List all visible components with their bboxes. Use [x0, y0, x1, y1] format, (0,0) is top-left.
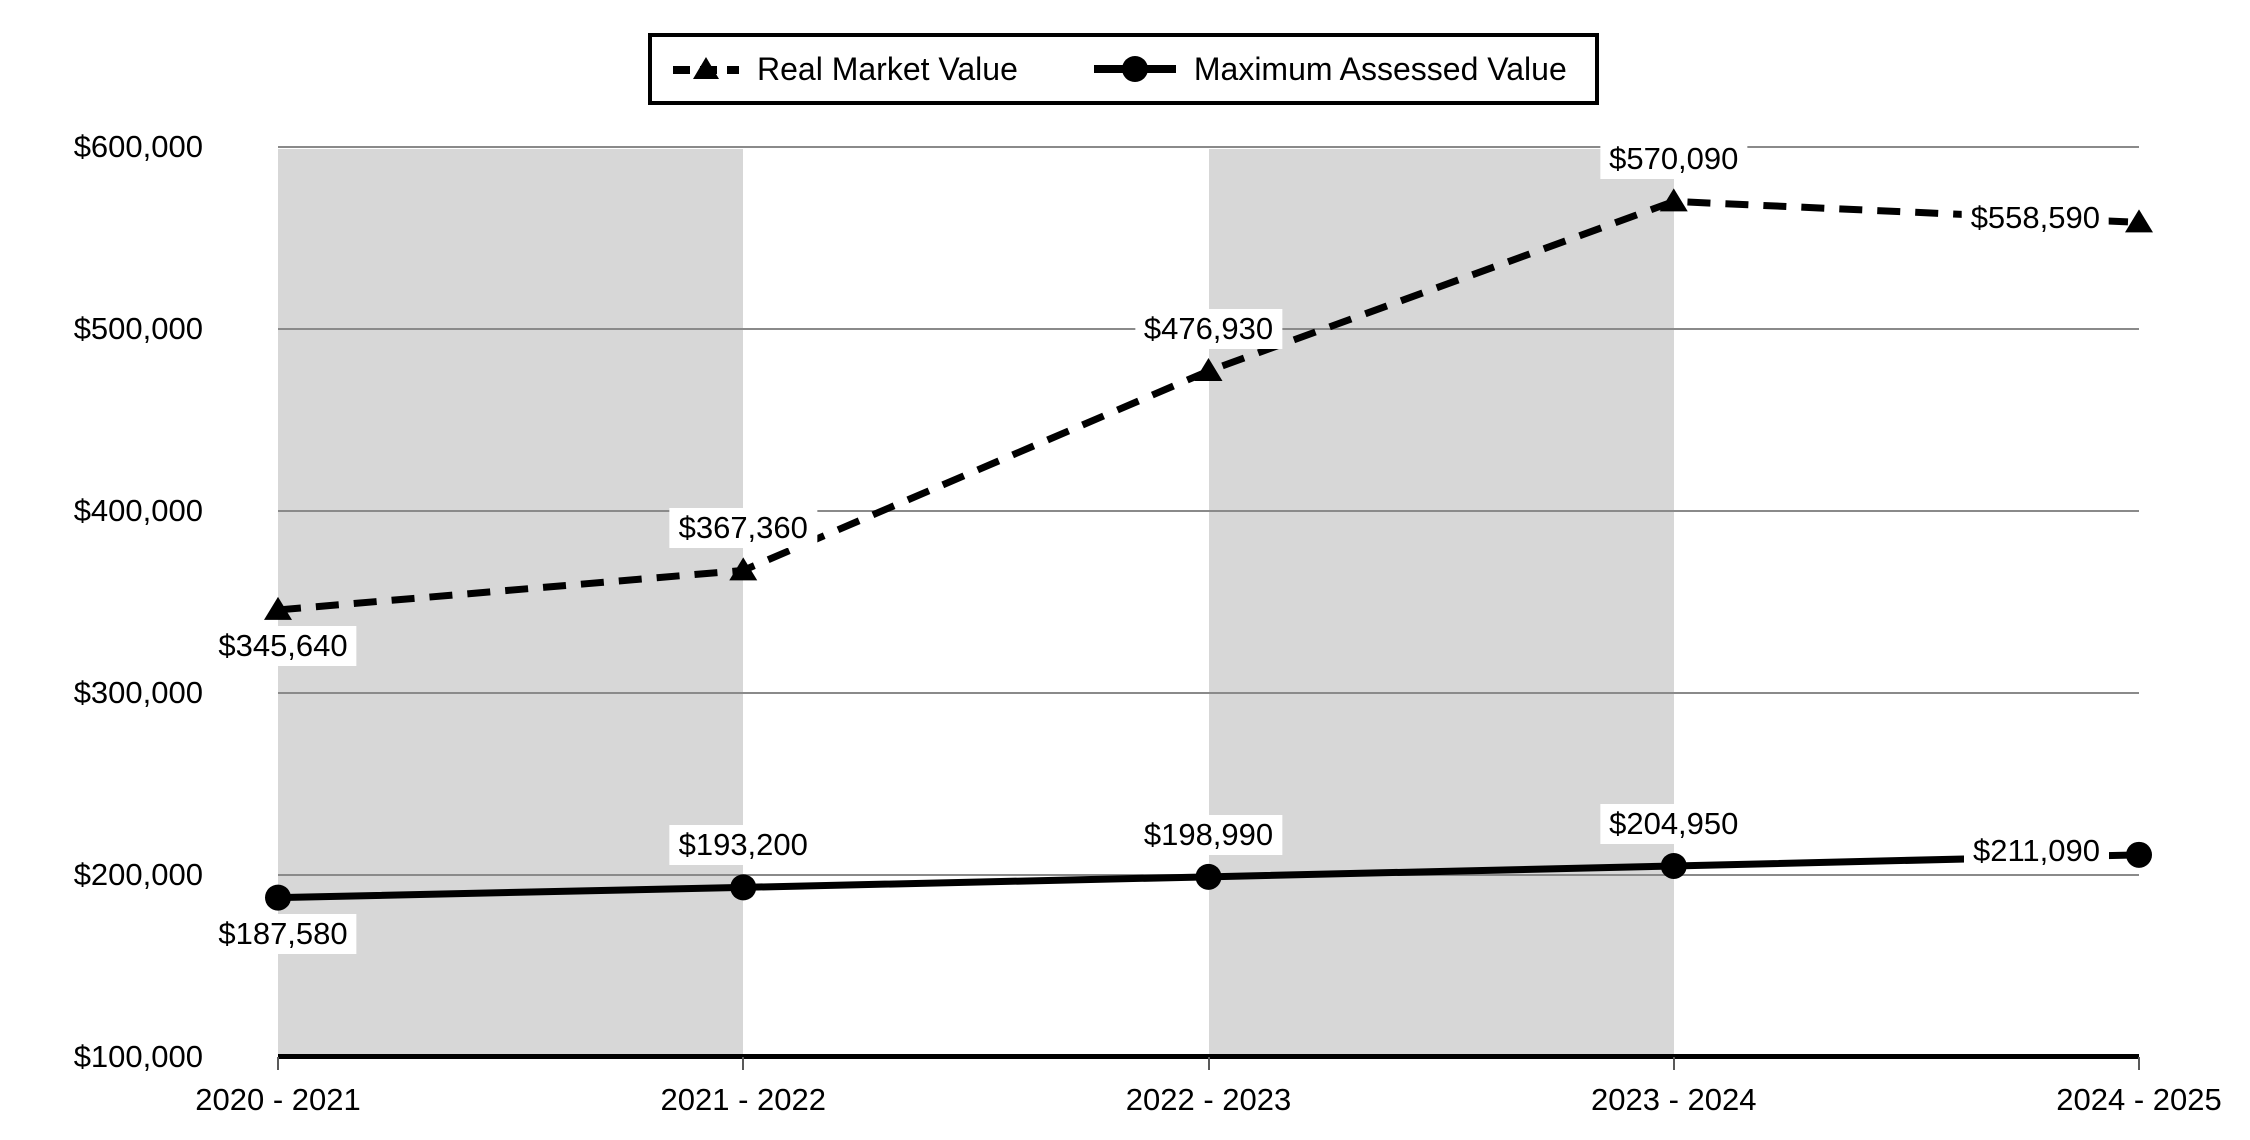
y-axis-tick-label: $400,000	[73, 493, 203, 528]
triangle-marker	[1194, 357, 1223, 381]
x-axis-tick-label: 2024 - 2025	[2056, 1082, 2222, 1117]
x-axis-tick-label: 2023 - 2024	[1591, 1082, 1757, 1117]
data-point-label: $570,090	[1600, 139, 1748, 180]
x-axis-tick	[1207, 1057, 1210, 1070]
gridline	[278, 146, 2139, 148]
x-axis-tick-label: 2020 - 2021	[195, 1082, 361, 1117]
x-axis-tick	[277, 1057, 279, 1070]
x-axis-tick	[742, 1057, 745, 1070]
circle-marker	[265, 884, 291, 911]
triangle-marker	[2125, 209, 2153, 233]
legend-item-real-market-value: Real Market Value	[673, 51, 1018, 88]
data-point-label: $193,200	[669, 825, 817, 866]
y-axis-tick-label: $300,000	[73, 675, 203, 710]
shaded-band	[1208, 149, 1674, 1057]
x-axis-tick-label: 2022 - 2023	[1125, 1082, 1292, 1117]
circle-marker	[2126, 841, 2152, 868]
plot-area: $345,640 $367,360 $476,930 $570,090 $558,590…	[209, 139, 2153, 1070]
data-point-label: $211,090	[1964, 830, 2109, 871]
gridline	[278, 692, 2139, 694]
legend-item-maximum-assessed-value: Maximum Assessed Value	[1093, 50, 1567, 88]
x-axis-tick	[1672, 1057, 1675, 1070]
circle-marker	[1660, 852, 1687, 879]
triangle-marker	[264, 596, 292, 620]
solid-line-circle-marker-icon	[1093, 56, 1176, 82]
series-lines-and-markers	[264, 188, 2153, 911]
data-point-label: $204,950	[1600, 803, 1748, 844]
circle-marker	[1195, 863, 1222, 890]
series-line-dashed	[277, 197, 2140, 614]
chart-legend: Real Market Value Maximum Assessed Value	[648, 33, 1599, 105]
data-point-label: $345,640	[209, 625, 357, 666]
gridline	[278, 510, 2139, 512]
data-point-label: $476,930	[1134, 308, 1283, 349]
legend-label-maximum-assessed-value: Maximum Assessed Value	[1193, 50, 1567, 87]
y-axis-tick-label: $600,000	[73, 129, 203, 164]
triangle-marker	[729, 557, 758, 581]
circle-marker	[730, 874, 757, 901]
y-axis-tick-label: $200,000	[73, 857, 203, 892]
data-point-label: $558,590	[1961, 198, 2109, 239]
x-axis-tick-label: 2021 - 2022	[660, 1082, 826, 1117]
x-axis-line	[278, 1054, 2139, 1059]
data-point-label: $367,360	[669, 508, 817, 549]
data-point-label: $198,990	[1134, 814, 1283, 855]
legend-label-real-market-value: Real Market Value	[757, 50, 1018, 87]
dashed-line-triangle-marker-icon	[673, 57, 739, 79]
x-axis-tick	[2138, 1057, 2140, 1070]
data-point-label: $187,580	[209, 913, 357, 954]
triangle-marker	[1659, 188, 1688, 212]
y-axis-tick-label: $100,000	[73, 1039, 203, 1074]
y-axis-tick-label: $500,000	[73, 311, 203, 346]
